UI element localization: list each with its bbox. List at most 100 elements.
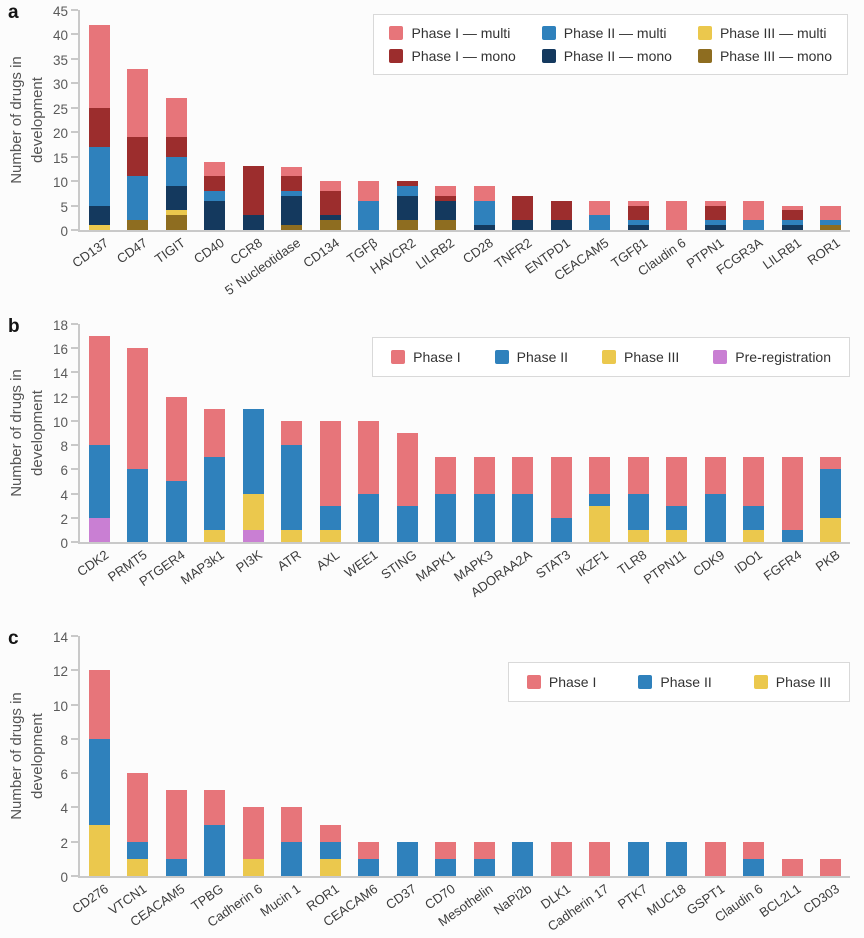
legend-item: Phase I [391, 349, 461, 365]
legend-swatch [494, 350, 509, 364]
bar-stack [88, 670, 110, 876]
bar-segment [550, 200, 572, 221]
legend-swatch [638, 675, 653, 689]
y-axis-tick [71, 155, 78, 158]
bar-segment [281, 176, 303, 191]
bar-stack [704, 841, 726, 876]
bar-segment [820, 469, 842, 518]
legend-item: Phase III [753, 674, 831, 690]
bar-segment [204, 529, 226, 542]
bar-segment [165, 396, 187, 482]
y-tick-label: 8 [60, 732, 68, 748]
y-tick-label: 4 [60, 487, 68, 503]
bar-segment [512, 493, 534, 542]
bar-segment [704, 200, 726, 206]
y-axis-tick [71, 669, 78, 672]
bar-segment [627, 200, 649, 206]
legend-panel-a: Phase I — multi Phase I — mono Phase II — … [373, 14, 848, 75]
bar-segment [88, 517, 110, 542]
bar-segment [88, 225, 110, 230]
bar-segment [743, 505, 765, 530]
x-category-label: CDK2 [73, 547, 111, 580]
legend-label: Phase II [516, 349, 569, 365]
bar-segment [88, 146, 110, 206]
bar-stack [396, 433, 418, 542]
bar-segment [127, 220, 149, 230]
legend-swatch [526, 675, 541, 689]
bar-segment [165, 790, 187, 859]
bar-segment [127, 773, 149, 842]
x-category-label: STING [377, 547, 419, 583]
bar-segment [281, 807, 303, 842]
bar-stack [319, 181, 341, 230]
panel-letter-b: b [8, 316, 20, 337]
bar-segment [319, 220, 341, 230]
bar-segment [781, 529, 803, 542]
y-tick-label: 12 [52, 664, 68, 680]
bar-segment [319, 824, 341, 842]
bar-segment [88, 824, 110, 876]
bar-segment [781, 220, 803, 226]
bar-segment [319, 505, 341, 530]
legend-item: Phase II [638, 674, 712, 690]
x-category-label: MAPK1 [412, 547, 458, 585]
bar-segment [781, 210, 803, 221]
y-tick-label: 0 [60, 870, 68, 885]
bar-segment [704, 220, 726, 226]
bar-segment [319, 181, 341, 191]
bar-stack [358, 181, 380, 230]
bar-segment [281, 529, 303, 542]
y-tick-label: 10 [52, 414, 68, 430]
y-tick-label: 30 [52, 77, 68, 93]
bar-segment [204, 457, 226, 530]
y-tick-label: 15 [52, 150, 68, 166]
legend-item: Phase I — multi [389, 25, 515, 41]
bar-stack [473, 841, 495, 876]
bar-segment [281, 166, 303, 177]
y-tick-label: 6 [60, 463, 68, 479]
bar-segment [165, 137, 187, 157]
panel-letter-a: a [8, 2, 19, 23]
bar-stack [743, 457, 765, 542]
bar-segment [204, 408, 226, 458]
bar-segment [820, 517, 842, 542]
bar-segment [88, 445, 110, 518]
legend-label: Phase I [413, 349, 461, 365]
bar-stack [781, 858, 803, 876]
legend-item: Phase II [494, 349, 569, 365]
x-category-label: ROR1 [804, 235, 843, 269]
y-tick-label: 10 [52, 175, 68, 191]
y-axis-tick [71, 82, 78, 85]
bar-stack [165, 790, 187, 876]
x-category-label: CD47 [113, 235, 150, 267]
y-tick-label: 14 [52, 366, 68, 382]
bar-segment [165, 156, 187, 187]
y-tick-label: 40 [52, 28, 68, 44]
bar-segment [627, 205, 649, 221]
bar-stack [743, 200, 765, 230]
bar-stack [589, 457, 611, 542]
bar-segment [820, 205, 842, 221]
bar-stack [473, 186, 495, 230]
x-category-label: STAT3 [532, 547, 573, 582]
x-category-label: PI3K [233, 547, 265, 576]
bar-segment [358, 493, 380, 542]
bar-segment [204, 824, 226, 876]
bar-segment [396, 186, 418, 196]
y-axis-tick [71, 840, 78, 843]
bar-segment [589, 505, 611, 542]
y-axis-tick [71, 180, 78, 183]
bar-stack [627, 200, 649, 230]
bar-segment [435, 200, 457, 221]
bar-stack [204, 790, 226, 876]
legend-label: Phase I — mono [411, 48, 516, 64]
y-tick-label: 5 [60, 199, 68, 215]
bar-segment [165, 215, 187, 230]
bar-segment [127, 469, 149, 542]
y-axis-tick [71, 204, 78, 207]
bar-segment [165, 210, 187, 216]
bar-segment [127, 68, 149, 138]
bar-stack [743, 841, 765, 876]
bar-stack [88, 336, 110, 542]
bar-segment [358, 420, 380, 494]
